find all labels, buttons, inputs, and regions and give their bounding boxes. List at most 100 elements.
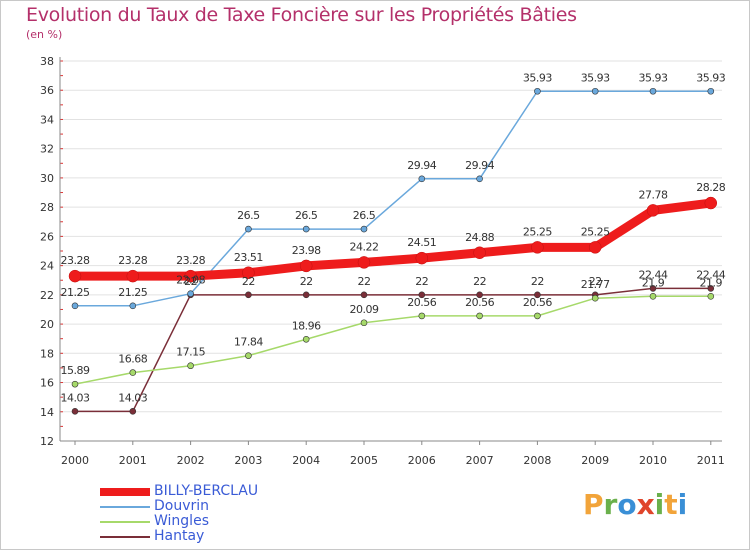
series-line — [70, 198, 716, 281]
data-label: 22.08 — [176, 274, 205, 287]
series-layer — [68, 87, 718, 415]
grid — [60, 60, 722, 442]
data-label: 22 — [184, 275, 197, 288]
data-point — [707, 285, 715, 292]
legend: BILLY-BERCLAU Douvrin Wingles Hantay — [100, 484, 400, 544]
data-label: 26.5 — [353, 209, 376, 222]
data-label: 26.5 — [237, 209, 260, 222]
data-label: 20.56 — [407, 296, 436, 309]
data-label: 17.84 — [234, 336, 263, 349]
data-label: 35.93 — [696, 71, 725, 84]
data-point — [187, 362, 194, 370]
data-label: 22.44 — [639, 268, 668, 281]
data-point — [245, 352, 252, 359]
data-label: 21.9 — [642, 276, 665, 289]
chart-title: Evolution du Taux de Taxe Foncière sur l… — [26, 4, 577, 26]
data-point — [299, 259, 313, 273]
data-point — [534, 312, 541, 320]
data-label: 23.28 — [61, 254, 90, 267]
data-label: 22 — [300, 275, 313, 288]
series-line — [74, 90, 712, 307]
data-point — [707, 293, 715, 300]
logo-letter: P — [583, 488, 604, 521]
data-label: 21.25 — [61, 286, 90, 299]
logo-letter: o — [617, 488, 637, 521]
data-label: 24.51 — [407, 236, 436, 249]
x-tick-label: 2003 — [234, 454, 262, 467]
data-label: 29.94 — [465, 159, 494, 172]
data-point — [415, 251, 429, 265]
legend-swatch — [100, 506, 150, 508]
logo-letter: i — [654, 488, 665, 521]
data-point — [591, 294, 599, 302]
data-point — [418, 175, 426, 183]
data-point — [71, 408, 79, 415]
data-label: 21.9 — [700, 276, 723, 289]
x-tick-label: 2007 — [466, 454, 494, 467]
data-label: 35.93 — [523, 71, 552, 84]
data-label: 23.28 — [118, 254, 147, 267]
data-point — [360, 225, 368, 233]
y-tick-label: 20 — [40, 318, 54, 331]
axes: 12 14 16 18 20 22 24 26 28 30 32 34 36 38 2000 2001 2002… — [40, 55, 725, 467]
data-point — [534, 291, 541, 299]
proxiti-logo: Proxiti — [583, 488, 687, 521]
data-label: 27.78 — [639, 188, 668, 201]
unit-label: (en %) — [26, 28, 63, 41]
data-point — [245, 225, 252, 233]
data-point — [126, 269, 140, 283]
data-point — [129, 369, 137, 376]
x-tick-label: 2006 — [408, 454, 436, 467]
legend-item: BILLY-BERCLAU — [100, 484, 400, 499]
legend-item: Hantay — [100, 529, 400, 544]
y-tick-label: 18 — [40, 347, 54, 360]
data-point — [707, 87, 715, 95]
logo-letter: i — [677, 488, 688, 521]
logo-letter: r — [603, 488, 618, 521]
y-tick-label: 34 — [40, 113, 54, 126]
x-tick-label: 2001 — [119, 454, 147, 467]
data-label: 22 — [589, 275, 602, 288]
data-point — [71, 302, 79, 310]
data-point — [242, 266, 255, 280]
data-label: 24.88 — [465, 231, 494, 244]
y-tick-label: 28 — [40, 201, 54, 214]
y-tick-label: 24 — [40, 260, 54, 273]
data-label: 35.93 — [581, 71, 610, 84]
data-point — [704, 196, 718, 210]
data-point — [71, 380, 79, 388]
data-label: 22 — [531, 275, 544, 288]
data-label: 24.22 — [350, 240, 379, 253]
data-point — [187, 290, 194, 297]
data-label: 25.25 — [523, 225, 552, 238]
data-label: 15.89 — [61, 364, 90, 377]
y-tick-label: 16 — [40, 377, 54, 390]
data-point — [360, 319, 368, 327]
data-label: 16.68 — [118, 353, 147, 366]
legend-label: Douvrin — [154, 498, 210, 514]
data-label: 22 — [358, 275, 371, 288]
data-label: 23.98 — [292, 244, 321, 257]
data-label: 20.09 — [350, 303, 379, 316]
x-tick-label: 2004 — [292, 454, 320, 467]
data-point — [649, 87, 657, 95]
x-tick-label: 2000 — [61, 454, 89, 467]
series-line — [74, 295, 712, 385]
y-tick-label: 32 — [40, 143, 54, 156]
y-tick-label: 36 — [40, 84, 54, 97]
data-point — [646, 204, 660, 217]
data-label: 25.25 — [581, 225, 610, 238]
data-label: 14.03 — [118, 391, 147, 404]
data-label: 29.94 — [407, 159, 436, 172]
series-line — [74, 287, 712, 413]
x-tick-label: 2005 — [350, 454, 378, 467]
data-label: 17.15 — [176, 346, 205, 359]
legend-swatch — [100, 521, 150, 523]
data-label: 22.44 — [696, 268, 725, 281]
data-point — [531, 241, 544, 254]
data-label: 20.56 — [523, 296, 552, 309]
x-tick-label: 2008 — [523, 454, 551, 467]
data-point — [649, 285, 657, 292]
data-point — [476, 312, 483, 320]
